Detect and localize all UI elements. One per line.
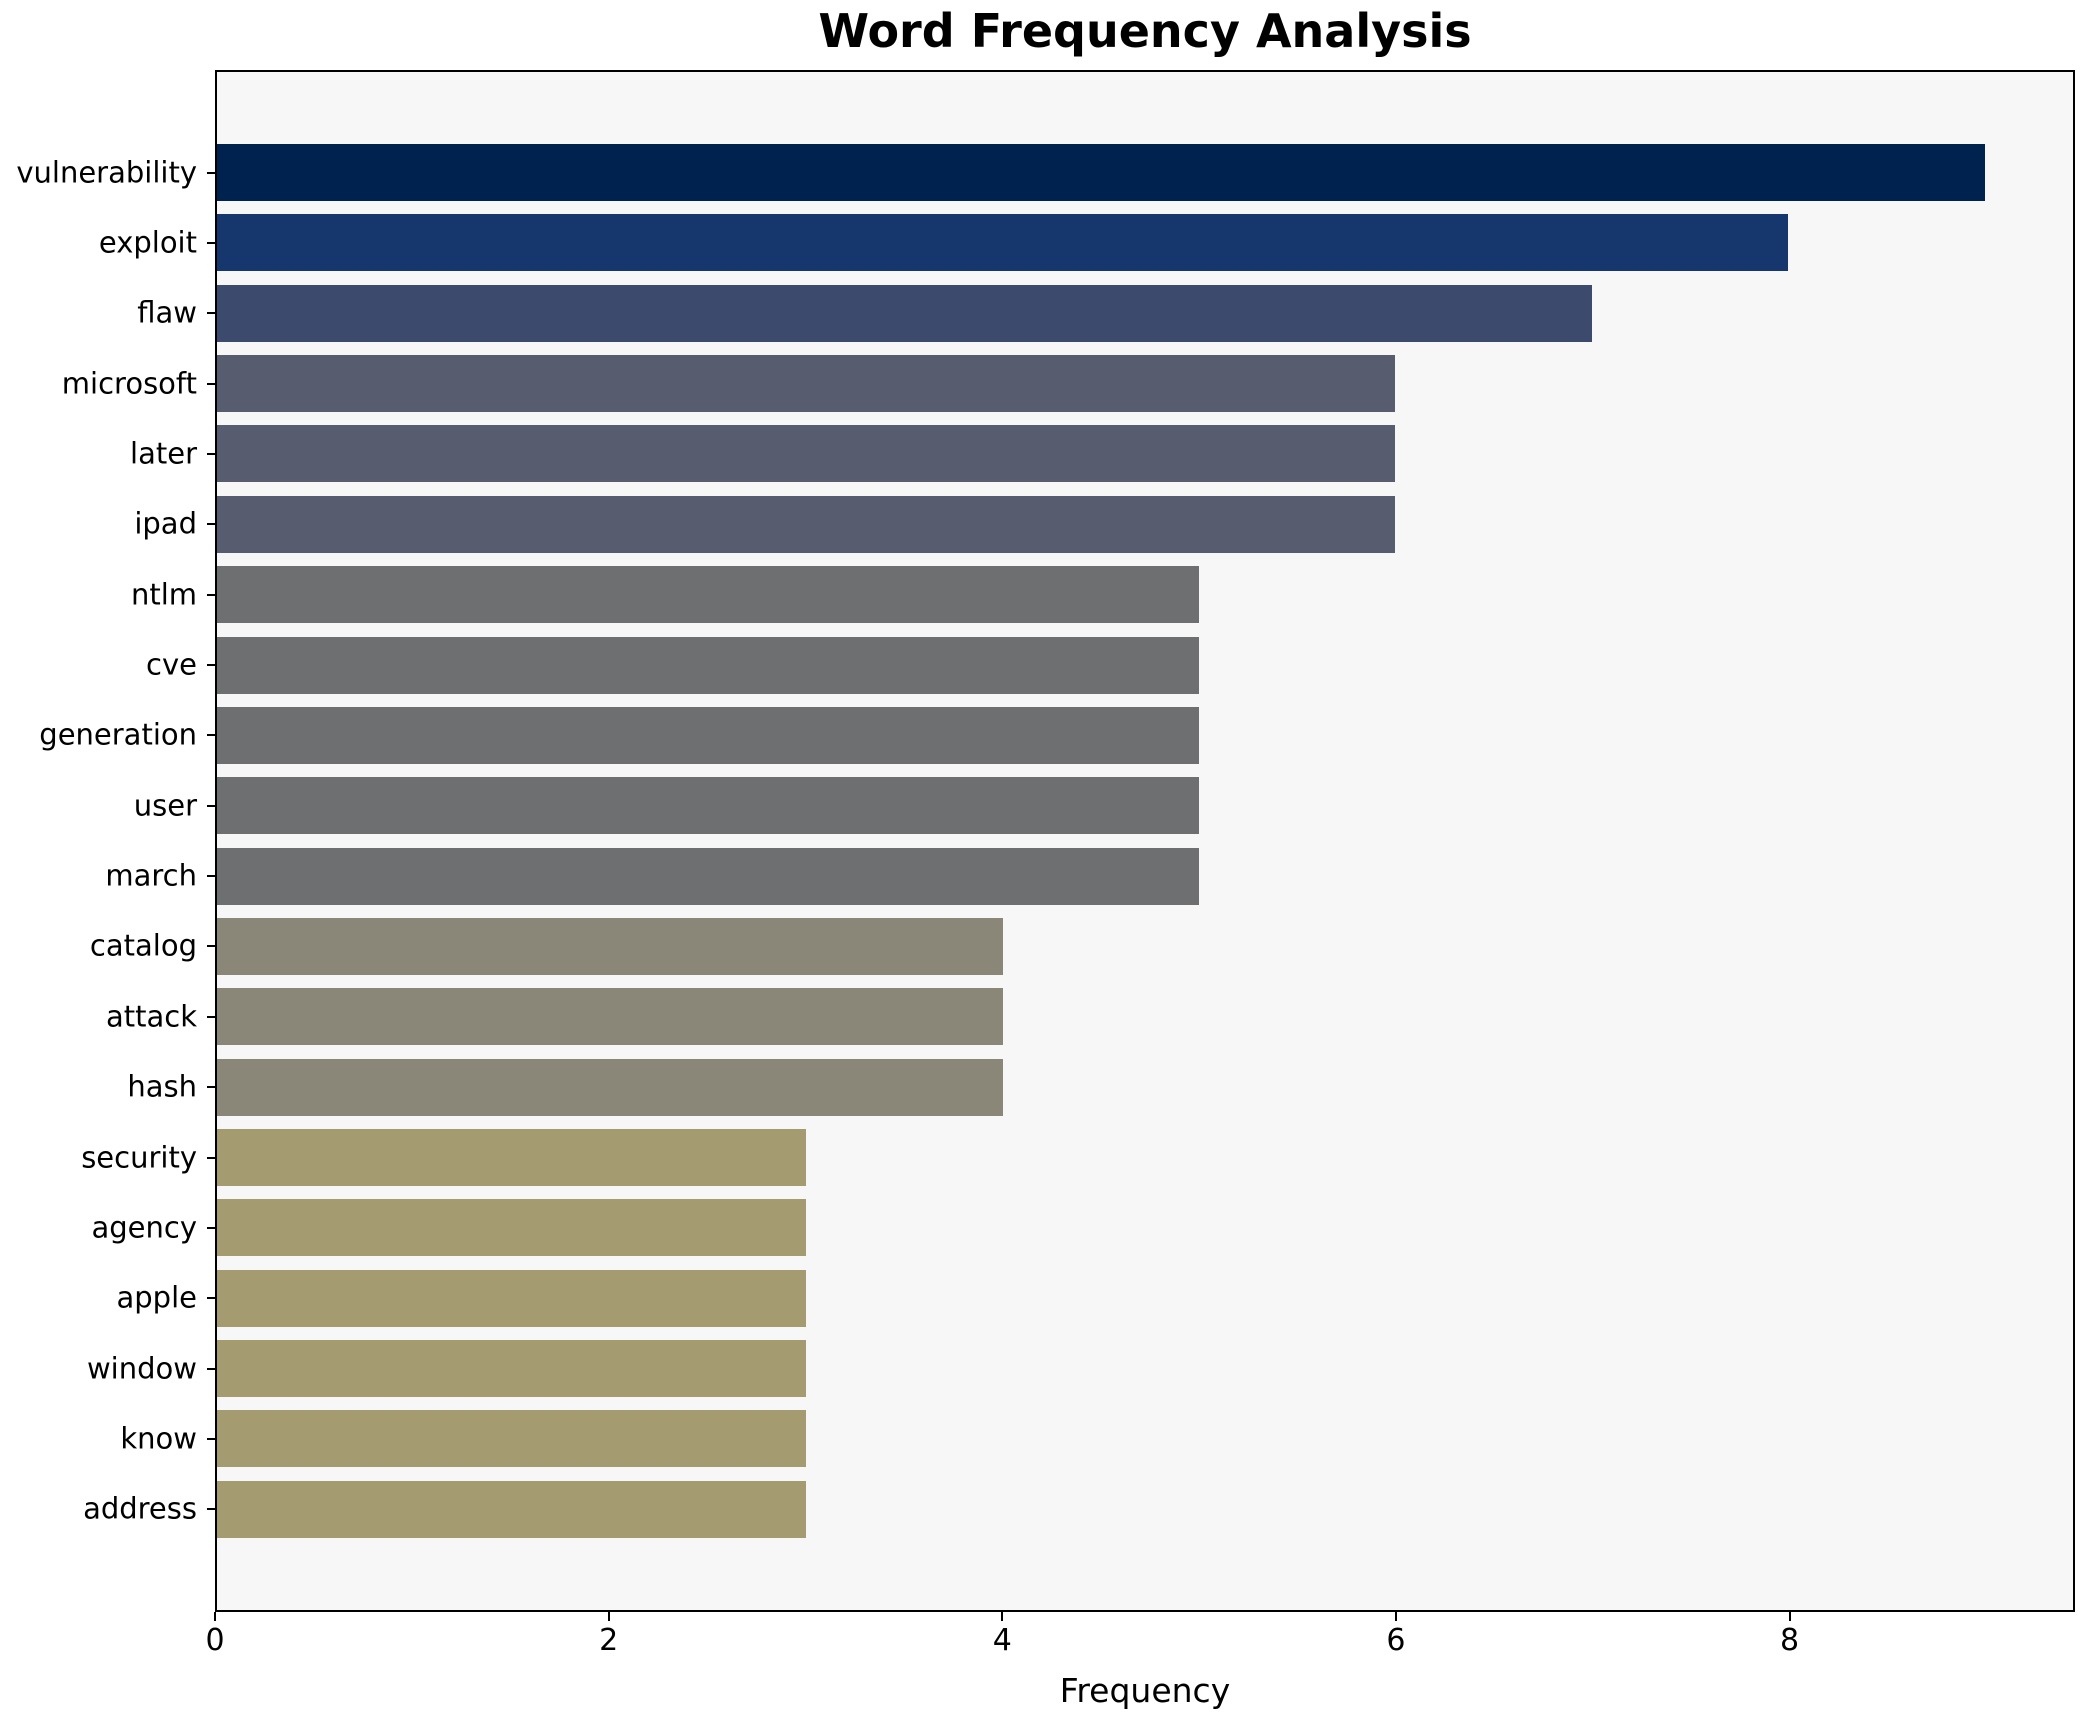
bar-address xyxy=(217,1480,807,1538)
bar-row: hash xyxy=(127,1058,2073,1116)
bar-row: catalog xyxy=(90,917,2073,975)
x-tick-label: 0 xyxy=(205,1623,225,1658)
bar-row: exploit xyxy=(99,214,2073,272)
bar-agency xyxy=(217,1199,807,1257)
bar-attack xyxy=(217,988,1003,1046)
bar-row: window xyxy=(87,1340,2073,1398)
y-tick-mark xyxy=(207,1156,217,1159)
x-tick-label: 6 xyxy=(1386,1623,1406,1658)
bar-row: security xyxy=(81,1129,2073,1187)
y-tick-label: generation xyxy=(39,717,197,752)
y-tick-label: cve xyxy=(146,647,197,682)
bar-row: address xyxy=(83,1480,2073,1538)
y-tick-mark xyxy=(207,241,217,244)
bar-flaw xyxy=(217,284,1592,342)
x-axis-label: Frequency xyxy=(1059,1671,1231,1710)
y-tick-label: flaw xyxy=(137,295,197,330)
y-tick-mark xyxy=(207,593,217,596)
y-tick-label: attack xyxy=(105,999,197,1034)
x-tick-mark xyxy=(1788,1612,1791,1621)
y-tick-label: know xyxy=(120,1421,197,1456)
bar-row: agency xyxy=(91,1199,2073,1257)
y-tick-mark xyxy=(207,734,217,737)
x-tick-mark xyxy=(214,1612,216,1621)
bar-ntlm xyxy=(217,566,1199,624)
y-tick-label: march xyxy=(105,858,197,893)
y-tick-mark xyxy=(207,312,217,315)
y-tick-label: catalog xyxy=(89,928,197,963)
x-tick-label: 2 xyxy=(599,1623,619,1658)
x-tick-label: 4 xyxy=(992,1623,1012,1658)
y-tick-label: ntlm xyxy=(130,577,197,612)
x-tick-label: 8 xyxy=(1780,1623,1800,1658)
bar-window xyxy=(217,1340,807,1398)
y-tick-label: security xyxy=(81,1140,197,1175)
x-tick-mark xyxy=(1001,1612,1004,1621)
y-tick-label: hash xyxy=(127,1069,197,1104)
y-tick-mark xyxy=(207,664,217,667)
y-tick-label: apple xyxy=(116,1280,198,1315)
y-tick-mark xyxy=(207,1086,217,1089)
y-tick-label: later xyxy=(130,436,197,471)
bar-row: ntlm xyxy=(131,566,2073,624)
y-tick-mark xyxy=(207,523,217,526)
y-tick-mark xyxy=(207,1437,217,1440)
bar-later xyxy=(217,425,1396,483)
bars-container: vulnerability exploit flaw microsoft later ip… xyxy=(16,72,2073,1610)
x-tick-mark xyxy=(607,1612,610,1621)
bar-row: know xyxy=(120,1410,2073,1468)
bar-catalog xyxy=(217,917,1003,975)
y-tick-label: ipad xyxy=(134,506,197,541)
y-tick-label: microsoft xyxy=(61,366,197,401)
bar-row: apple xyxy=(117,1269,2073,1327)
bar-row: generation xyxy=(39,706,2073,764)
y-tick-mark xyxy=(207,1508,217,1511)
bar-ipad xyxy=(217,495,1396,553)
bar-row: cve xyxy=(146,636,2073,694)
bar-row: microsoft xyxy=(62,355,2073,413)
bar-row: vulnerability xyxy=(16,144,2073,201)
bar-exploit xyxy=(217,214,1789,272)
y-tick-label: address xyxy=(83,1491,197,1526)
y-tick-label: user xyxy=(133,788,197,823)
y-tick-label: agency xyxy=(91,1210,197,1245)
bar-row: march xyxy=(105,847,2073,905)
chart-title: Word Frequency Analysis xyxy=(818,4,1472,58)
x-axis-ticks: 0 2 4 6 8 xyxy=(205,1612,2075,1672)
bar-know xyxy=(217,1410,807,1468)
y-tick-mark xyxy=(207,1367,217,1370)
y-tick-mark xyxy=(207,452,217,455)
y-tick-mark xyxy=(207,382,217,385)
bar-cve xyxy=(217,636,1199,694)
bar-row: attack xyxy=(106,988,2073,1046)
y-tick-label: window xyxy=(86,1351,197,1386)
y-tick-label: exploit xyxy=(98,225,197,260)
y-tick-label: vulnerability xyxy=(16,155,197,189)
bar-security xyxy=(217,1129,807,1187)
bar-row: user xyxy=(134,777,2073,835)
bar-row: flaw xyxy=(137,284,2073,342)
bar-apple xyxy=(217,1269,807,1327)
y-tick-mark xyxy=(207,875,217,878)
bar-row: ipad xyxy=(134,495,2073,553)
y-tick-mark xyxy=(207,1226,217,1229)
bar-vulnerability xyxy=(217,144,1985,201)
y-tick-mark xyxy=(207,1015,217,1018)
x-tick-mark xyxy=(1394,1612,1397,1621)
y-tick-mark xyxy=(207,1297,217,1300)
bar-hash xyxy=(217,1058,1003,1116)
y-tick-mark xyxy=(207,171,217,174)
bar-march xyxy=(217,847,1199,905)
y-tick-mark xyxy=(207,804,217,807)
bar-user xyxy=(217,777,1199,835)
bar-row: later xyxy=(130,425,2073,483)
bar-generation xyxy=(217,706,1199,764)
y-tick-mark xyxy=(207,945,217,948)
bar-microsoft xyxy=(217,355,1396,413)
